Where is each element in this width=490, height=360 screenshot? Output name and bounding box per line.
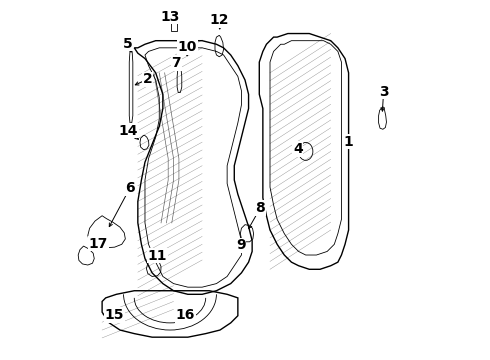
Text: 6: 6 (125, 181, 135, 195)
Text: 4: 4 (293, 142, 303, 156)
Text: 8: 8 (255, 201, 265, 215)
Text: 5: 5 (123, 37, 133, 50)
Text: 14: 14 (119, 124, 138, 138)
Text: 10: 10 (177, 40, 197, 54)
Text: 15: 15 (105, 308, 124, 322)
Text: 17: 17 (89, 237, 108, 251)
Text: 2: 2 (143, 72, 153, 86)
Text: 3: 3 (379, 85, 389, 99)
Text: 1: 1 (343, 135, 353, 149)
Text: 16: 16 (175, 308, 195, 322)
Text: 13: 13 (161, 10, 180, 24)
Text: 11: 11 (147, 249, 167, 263)
Text: 12: 12 (210, 13, 229, 27)
Bar (171, 20, 177, 31)
Text: 9: 9 (236, 238, 245, 252)
Text: 7: 7 (172, 56, 181, 70)
